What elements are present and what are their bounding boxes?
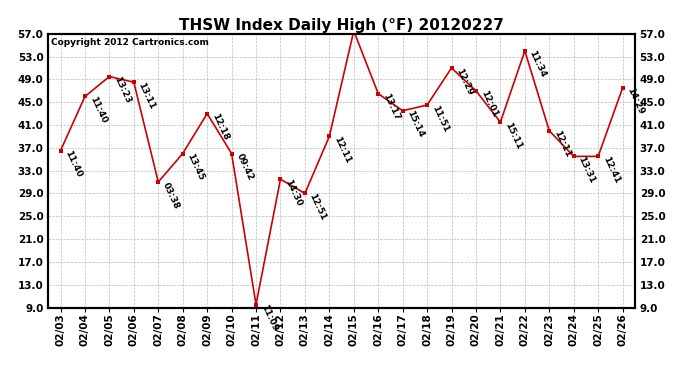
Text: 12:01: 12:01 [479, 89, 499, 119]
Title: THSW Index Daily High (°F) 20120227: THSW Index Daily High (°F) 20120227 [179, 18, 504, 33]
Text: 09:42: 09:42 [235, 152, 255, 182]
Text: 12:51: 12:51 [308, 192, 328, 222]
Text: 13:23: 13:23 [112, 75, 132, 105]
Text: 13:17: 13:17 [381, 92, 402, 122]
Text: 11:09: 11:09 [259, 303, 279, 333]
Text: 13:45: 13:45 [186, 152, 206, 182]
Text: 11:40: 11:40 [88, 95, 108, 125]
Text: 15:14: 15:14 [406, 110, 426, 139]
Text: 12:18: 12:18 [210, 112, 230, 142]
Text: 13:11: 13:11 [137, 81, 157, 111]
Text: 14:30: 14:30 [283, 178, 304, 207]
Text: 03:38: 03:38 [161, 181, 181, 210]
Text: 12:11: 12:11 [552, 129, 572, 159]
Text: 11:34: 11:34 [528, 50, 548, 80]
Text: 11:40: 11:40 [63, 149, 83, 179]
Text: 14:29: 14:29 [625, 87, 646, 117]
Text: 12:29: 12:29 [454, 67, 475, 96]
Text: 13:31: 13:31 [576, 155, 597, 185]
Text: 12:43: 12:43 [0, 374, 1, 375]
Text: 12:41: 12:41 [601, 155, 621, 185]
Text: 11:51: 11:51 [430, 104, 450, 134]
Text: 15:11: 15:11 [503, 121, 524, 150]
Text: Copyright 2012 Cartronics.com: Copyright 2012 Cartronics.com [51, 38, 209, 47]
Text: 12:11: 12:11 [332, 135, 353, 165]
